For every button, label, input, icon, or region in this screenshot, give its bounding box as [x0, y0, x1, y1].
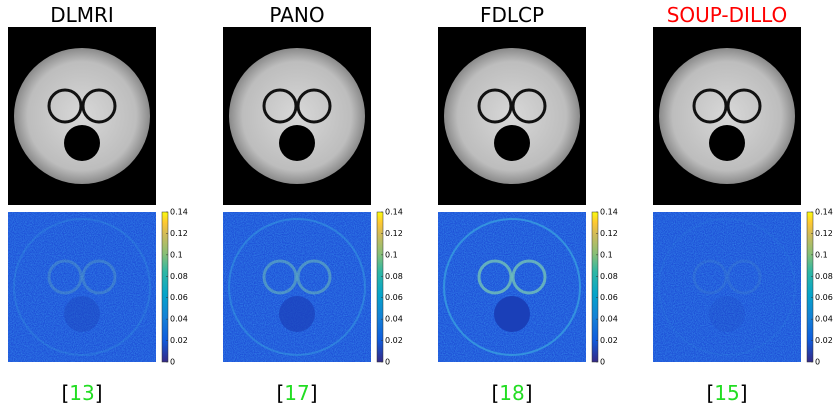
- panel-title: SOUP-DILLO: [667, 3, 788, 27]
- colorbar-tick-label: 0.06: [815, 293, 833, 302]
- colorbar-tick-label: 0.1: [385, 250, 398, 259]
- citation: [17]: [276, 381, 317, 405]
- error-noise: [8, 212, 156, 362]
- colorbar-tick-label: 0: [815, 358, 820, 367]
- hole: [709, 125, 745, 161]
- colorbar-tick-label: 0.1: [815, 250, 828, 259]
- colorbar-tick-label: 0.12: [170, 229, 188, 238]
- error-ghost: [279, 296, 315, 332]
- citation-part: [: [276, 381, 284, 405]
- colorbar-tick-label: 0.02: [600, 336, 618, 345]
- citation-part: 15: [714, 381, 739, 405]
- citation-part: 18: [499, 381, 524, 405]
- citation-part: ]: [525, 381, 533, 405]
- panel: DLMRI 0 0.02 0.04 0.06 0.08 0.1 0.12 0.14 [13]: [8, 3, 188, 405]
- colorbar: [592, 212, 598, 362]
- error-noise: [438, 212, 586, 362]
- citation: [18]: [491, 381, 532, 405]
- colorbar: [807, 212, 813, 362]
- phantom-disc: [14, 48, 150, 184]
- colorbar-tick-label: 0.04: [170, 315, 188, 324]
- citation: [13]: [61, 381, 102, 405]
- colorbar-tick-label: 0.12: [600, 229, 618, 238]
- colorbar-tick-label: 0.04: [385, 315, 403, 324]
- colorbar-tick-label: 0.02: [170, 336, 188, 345]
- colorbar-tick-label: 0.04: [600, 315, 618, 324]
- phantom-disc: [229, 48, 365, 184]
- colorbar-tick-label: 0.14: [815, 208, 833, 217]
- error-ghost: [709, 296, 745, 332]
- colorbar: [377, 212, 383, 362]
- colorbar-tick-label: 0: [600, 358, 605, 367]
- hole: [494, 125, 530, 161]
- citation-part: ]: [740, 381, 748, 405]
- colorbar-tick-label: 0: [170, 358, 175, 367]
- colorbar-tick-label: 0.04: [815, 315, 833, 324]
- colorbar-tick-label: 0.06: [385, 293, 403, 302]
- error-ghost: [64, 296, 100, 332]
- panel-title: DLMRI: [50, 3, 114, 27]
- colorbar-tick-label: 0.12: [385, 229, 403, 238]
- citation-part: [: [491, 381, 499, 405]
- colorbar-tick-label: 0.1: [170, 250, 183, 259]
- panel-title: PANO: [269, 3, 324, 27]
- citation-part: [: [61, 381, 69, 405]
- hole: [279, 125, 315, 161]
- colorbar-tick-label: 0.14: [170, 208, 188, 217]
- colorbar-tick-label: 0.08: [170, 272, 188, 281]
- colorbar-tick-label: 0.06: [170, 293, 188, 302]
- citation-part: [: [706, 381, 714, 405]
- colorbar-tick-label: 0.1: [600, 250, 613, 259]
- colorbar-tick-label: 0.02: [815, 336, 833, 345]
- error-noise: [653, 212, 801, 362]
- phantom-disc: [444, 48, 580, 184]
- citation-part: ]: [95, 381, 103, 405]
- colorbar-tick-label: 0.06: [600, 293, 618, 302]
- colorbar-tick-label: 0.02: [385, 336, 403, 345]
- panel-title: FDLCP: [480, 3, 544, 27]
- panel: FDLCP 0 0.02 0.04 0.06 0.08 0.1 0.12 0.14 [18]: [438, 3, 618, 405]
- phantom-disc: [659, 48, 795, 184]
- error-noise: [223, 212, 371, 362]
- colorbar-tick-label: 0.08: [600, 272, 618, 281]
- citation-part: ]: [310, 381, 318, 405]
- hole: [64, 125, 100, 161]
- panel: SOUP-DILLO 0 0.02 0.04 0.06 0.08 0.1 0.12 0.14 [1…: [653, 3, 833, 405]
- citation-part: 13: [69, 381, 94, 405]
- panel: PANO 0 0.02 0.04 0.06 0.08 0.1 0.12 0.14 [17]: [223, 3, 403, 405]
- figure: DLMRI00.020.040.060.080.10.120.14[13]PAN…: [0, 0, 833, 409]
- colorbar-tick-label: 0.14: [600, 208, 618, 217]
- error-ghost: [494, 296, 530, 332]
- colorbar-tick-label: 0.14: [385, 208, 403, 217]
- colorbar-tick-label: 0: [385, 358, 390, 367]
- colorbar-tick-label: 0.12: [815, 229, 833, 238]
- colorbar-tick-label: 0.08: [815, 272, 833, 281]
- colorbar: [162, 212, 168, 362]
- citation-part: 17: [284, 381, 309, 405]
- colorbar-tick-label: 0.08: [385, 272, 403, 281]
- citation: [15]: [706, 381, 747, 405]
